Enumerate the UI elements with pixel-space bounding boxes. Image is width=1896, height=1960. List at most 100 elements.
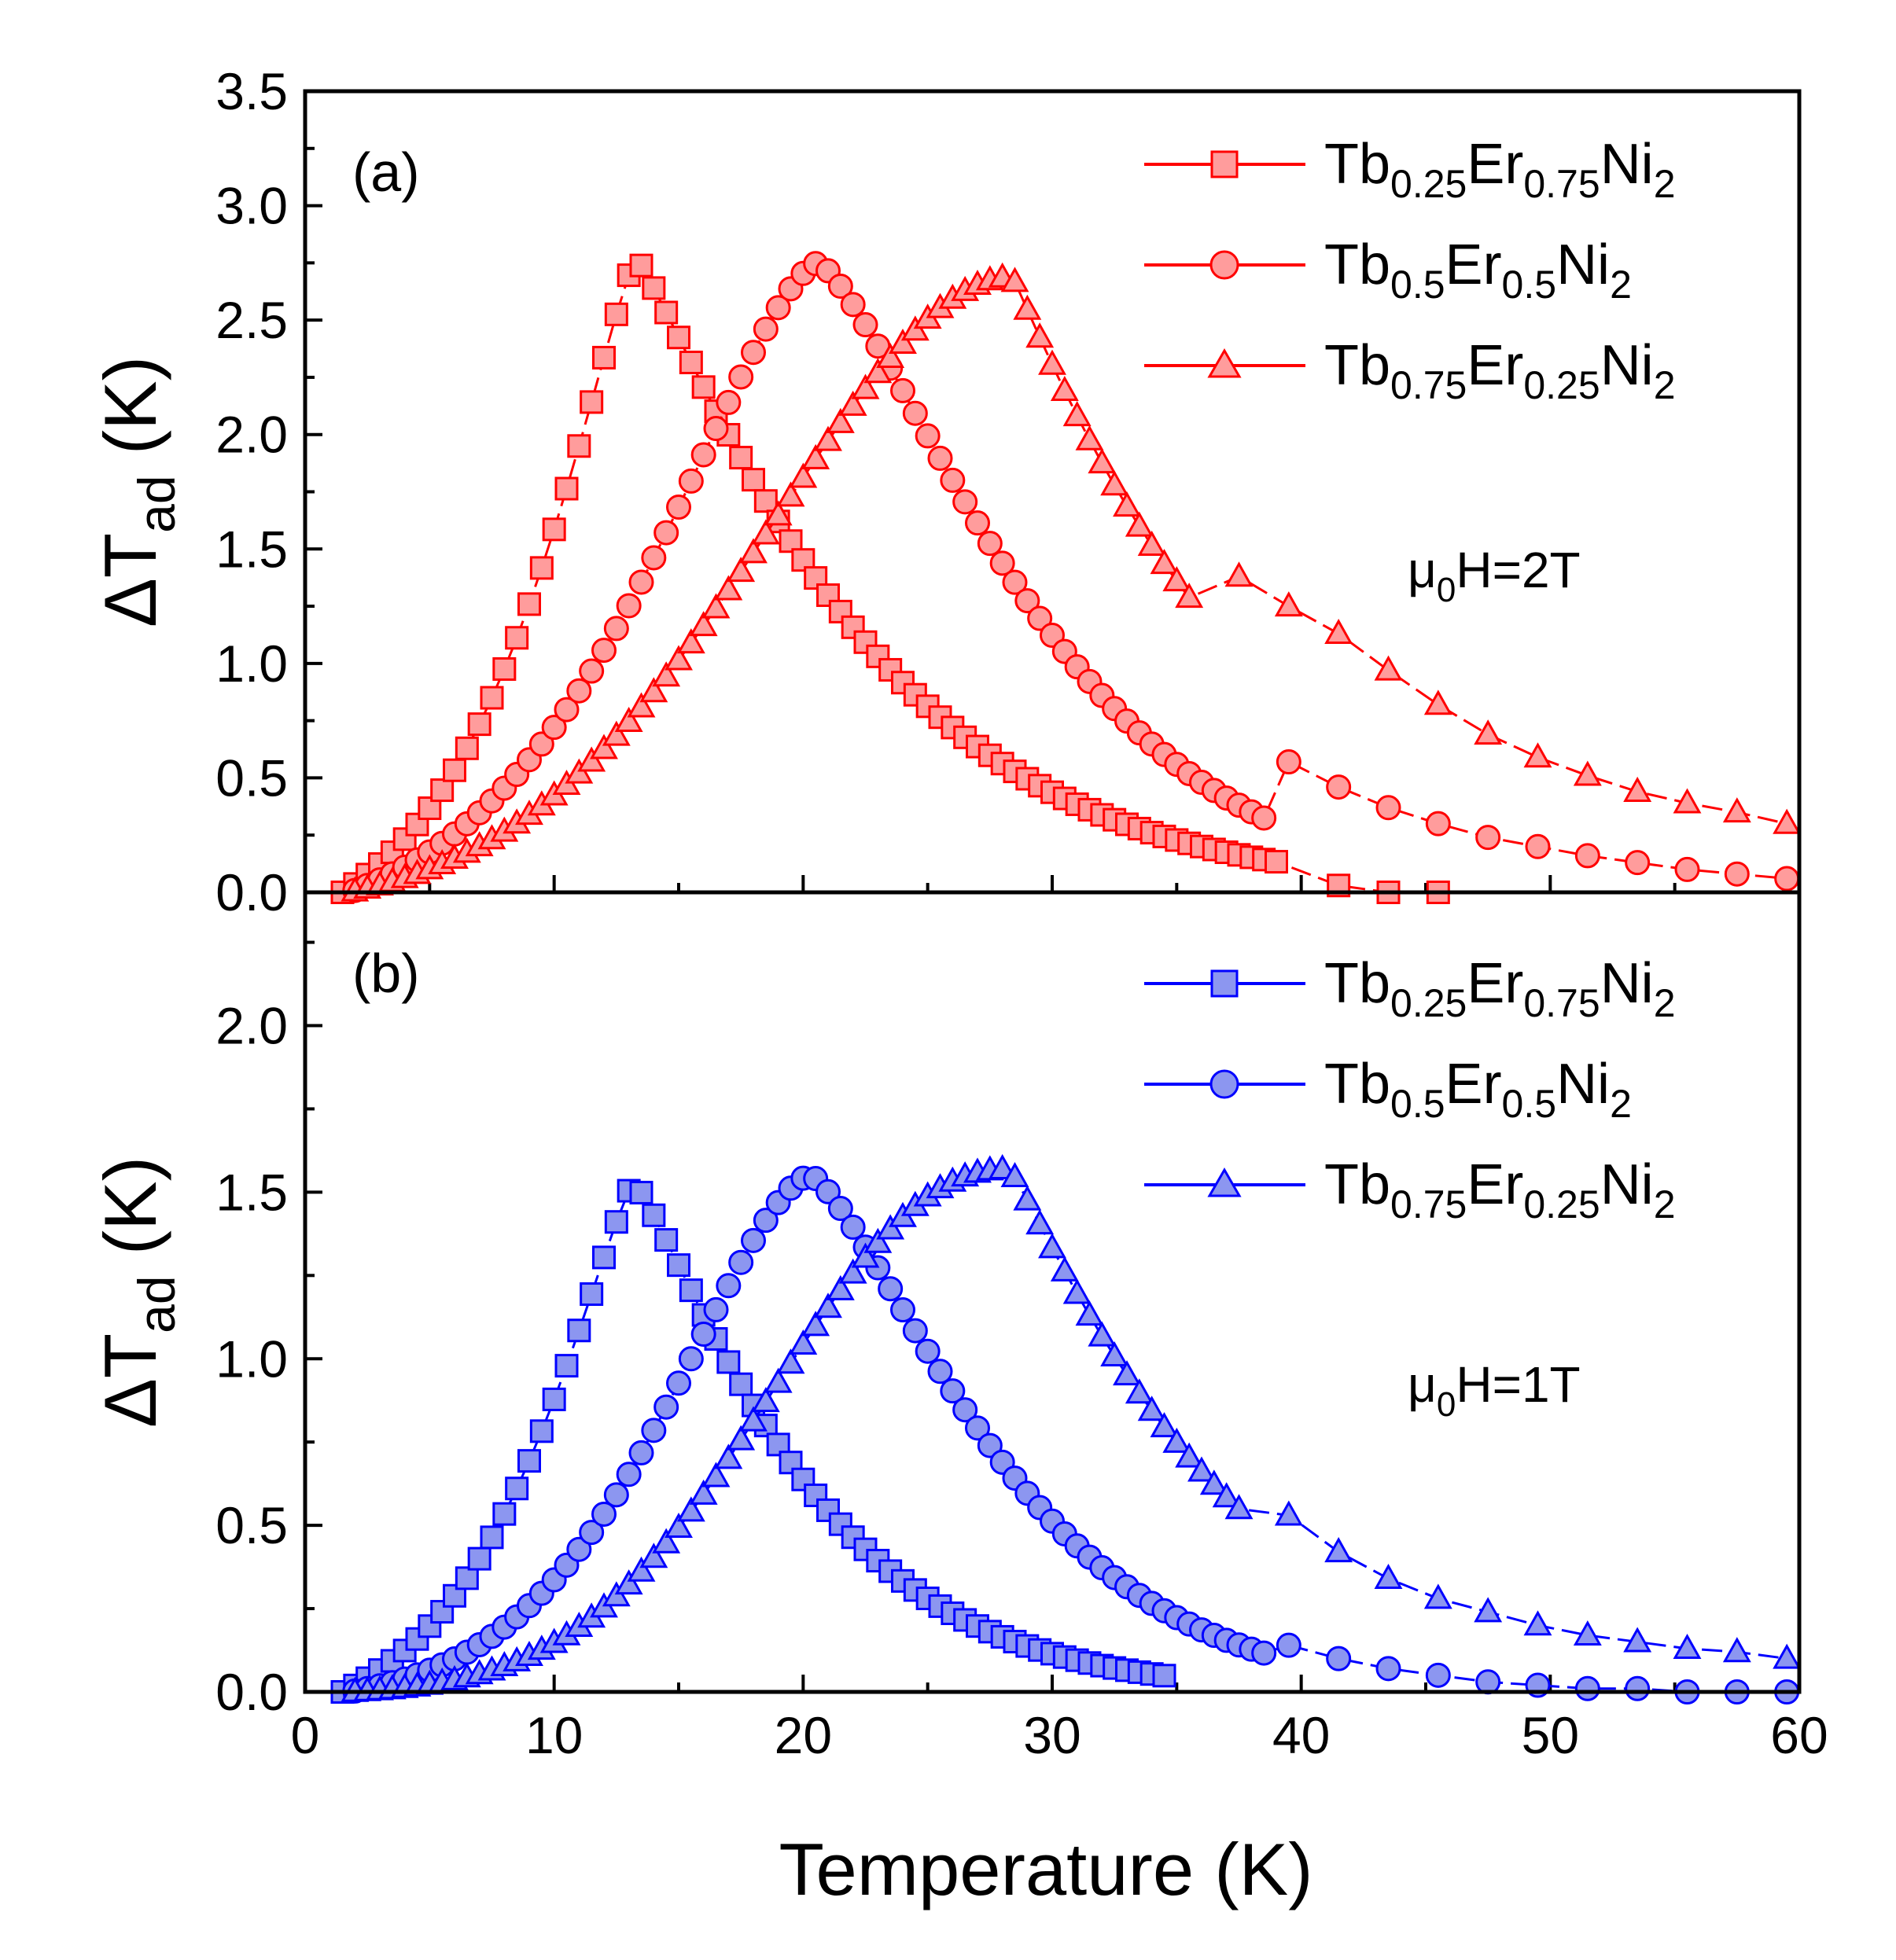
data-point — [480, 686, 504, 710]
y-axis-title: ΔTad (K) — [89, 1157, 186, 1428]
data-point — [742, 468, 765, 492]
data-point — [915, 423, 941, 449]
data-point — [554, 476, 579, 501]
data-point — [1423, 689, 1452, 715]
data-point — [1475, 825, 1501, 851]
data-point — [1224, 561, 1254, 587]
data-point — [443, 758, 466, 782]
series-triangle — [341, 1153, 1802, 1702]
data-point — [1375, 1656, 1401, 1682]
data-point — [616, 593, 642, 619]
data-point — [729, 446, 753, 470]
y-tick-label: 1.5 — [215, 520, 288, 578]
panel-label: (b) — [352, 943, 420, 1004]
data-point — [1013, 1185, 1042, 1211]
data-point — [1474, 719, 1503, 745]
data-point — [1025, 322, 1055, 348]
data-point — [652, 1528, 681, 1554]
data-point — [616, 1462, 642, 1487]
y-tick-label: 2.0 — [215, 997, 288, 1055]
data-point — [1113, 1360, 1141, 1386]
panel-label: (a) — [352, 142, 420, 203]
data-point — [827, 273, 853, 299]
series-circle — [342, 1165, 1800, 1704]
data-point — [728, 1249, 754, 1275]
series-square — [330, 253, 1450, 904]
data-point — [977, 531, 1003, 557]
data-point — [739, 1406, 768, 1432]
series-triangle — [341, 262, 1802, 902]
data-point — [814, 1293, 842, 1318]
y-tick-label: 1.0 — [215, 1329, 288, 1388]
data-point — [689, 1479, 718, 1505]
data-point — [455, 1566, 479, 1590]
data-point — [667, 325, 690, 350]
data-point — [729, 1372, 753, 1396]
legend-label: Tb0.25Er0.75Ni2 — [1324, 952, 1676, 1025]
data-point — [776, 1348, 805, 1374]
y-tick-label: 1.5 — [215, 1163, 288, 1221]
plot-frame — [303, 890, 1802, 1694]
data-point — [1113, 491, 1141, 517]
data-point — [652, 661, 681, 687]
data-point — [988, 1153, 1017, 1179]
data-point — [642, 276, 666, 300]
data-point — [1212, 1482, 1241, 1508]
data-point — [1574, 843, 1600, 869]
data-point — [741, 1227, 766, 1253]
data-point — [653, 520, 679, 546]
data-point — [1075, 1300, 1104, 1326]
data-point — [642, 1203, 666, 1227]
data-point — [804, 566, 828, 590]
legend-label: Tb0.5Er0.5Ni2 — [1324, 1053, 1632, 1126]
data-point — [1573, 1620, 1602, 1646]
data-point — [505, 1476, 529, 1501]
legend-entry: Tb0.25Er0.75Ni2 — [1144, 952, 1676, 1025]
data-point — [776, 481, 805, 507]
data-point — [1150, 549, 1179, 575]
data-point — [952, 489, 978, 515]
data-point — [1224, 1494, 1254, 1520]
data-point — [701, 1462, 731, 1487]
data-point — [765, 295, 791, 321]
data-point — [690, 1322, 716, 1348]
data-point — [1425, 811, 1451, 837]
data-point — [603, 1482, 629, 1508]
data-point — [603, 616, 629, 642]
data-point — [1276, 749, 1301, 775]
data-point — [1375, 795, 1401, 821]
data-point — [716, 1273, 742, 1299]
data-point — [965, 1415, 990, 1441]
data-point — [815, 1179, 841, 1204]
data-point — [703, 416, 729, 442]
data-point — [889, 328, 917, 354]
data-point — [678, 1346, 704, 1372]
data-point — [716, 1350, 741, 1374]
y-axis-title: ΔTad (K) — [89, 356, 186, 627]
data-point — [542, 1387, 566, 1411]
data-point — [1265, 850, 1288, 874]
data-point — [1625, 1675, 1651, 1701]
data-point — [566, 678, 592, 704]
x-axis-title: Temperature (K) — [779, 1828, 1312, 1910]
data-point — [455, 736, 479, 760]
data-point — [430, 778, 455, 803]
data-point — [789, 462, 818, 488]
data-point — [878, 1276, 904, 1302]
data-point — [727, 557, 756, 583]
data-point — [641, 1418, 667, 1443]
legend-marker — [1207, 348, 1242, 378]
data-point — [1187, 1456, 1216, 1482]
data-point — [1326, 1646, 1352, 1671]
data-point — [579, 658, 605, 684]
data-point — [890, 1297, 915, 1323]
data-point — [739, 538, 768, 564]
data-point — [1014, 588, 1040, 614]
data-point — [529, 556, 554, 580]
legend-entry: Tb0.75Er0.25Ni2 — [1144, 1153, 1676, 1226]
data-point — [753, 489, 778, 513]
data-point — [1075, 425, 1104, 450]
data-point — [542, 517, 566, 542]
data-point — [1088, 448, 1117, 474]
data-point — [678, 468, 704, 494]
